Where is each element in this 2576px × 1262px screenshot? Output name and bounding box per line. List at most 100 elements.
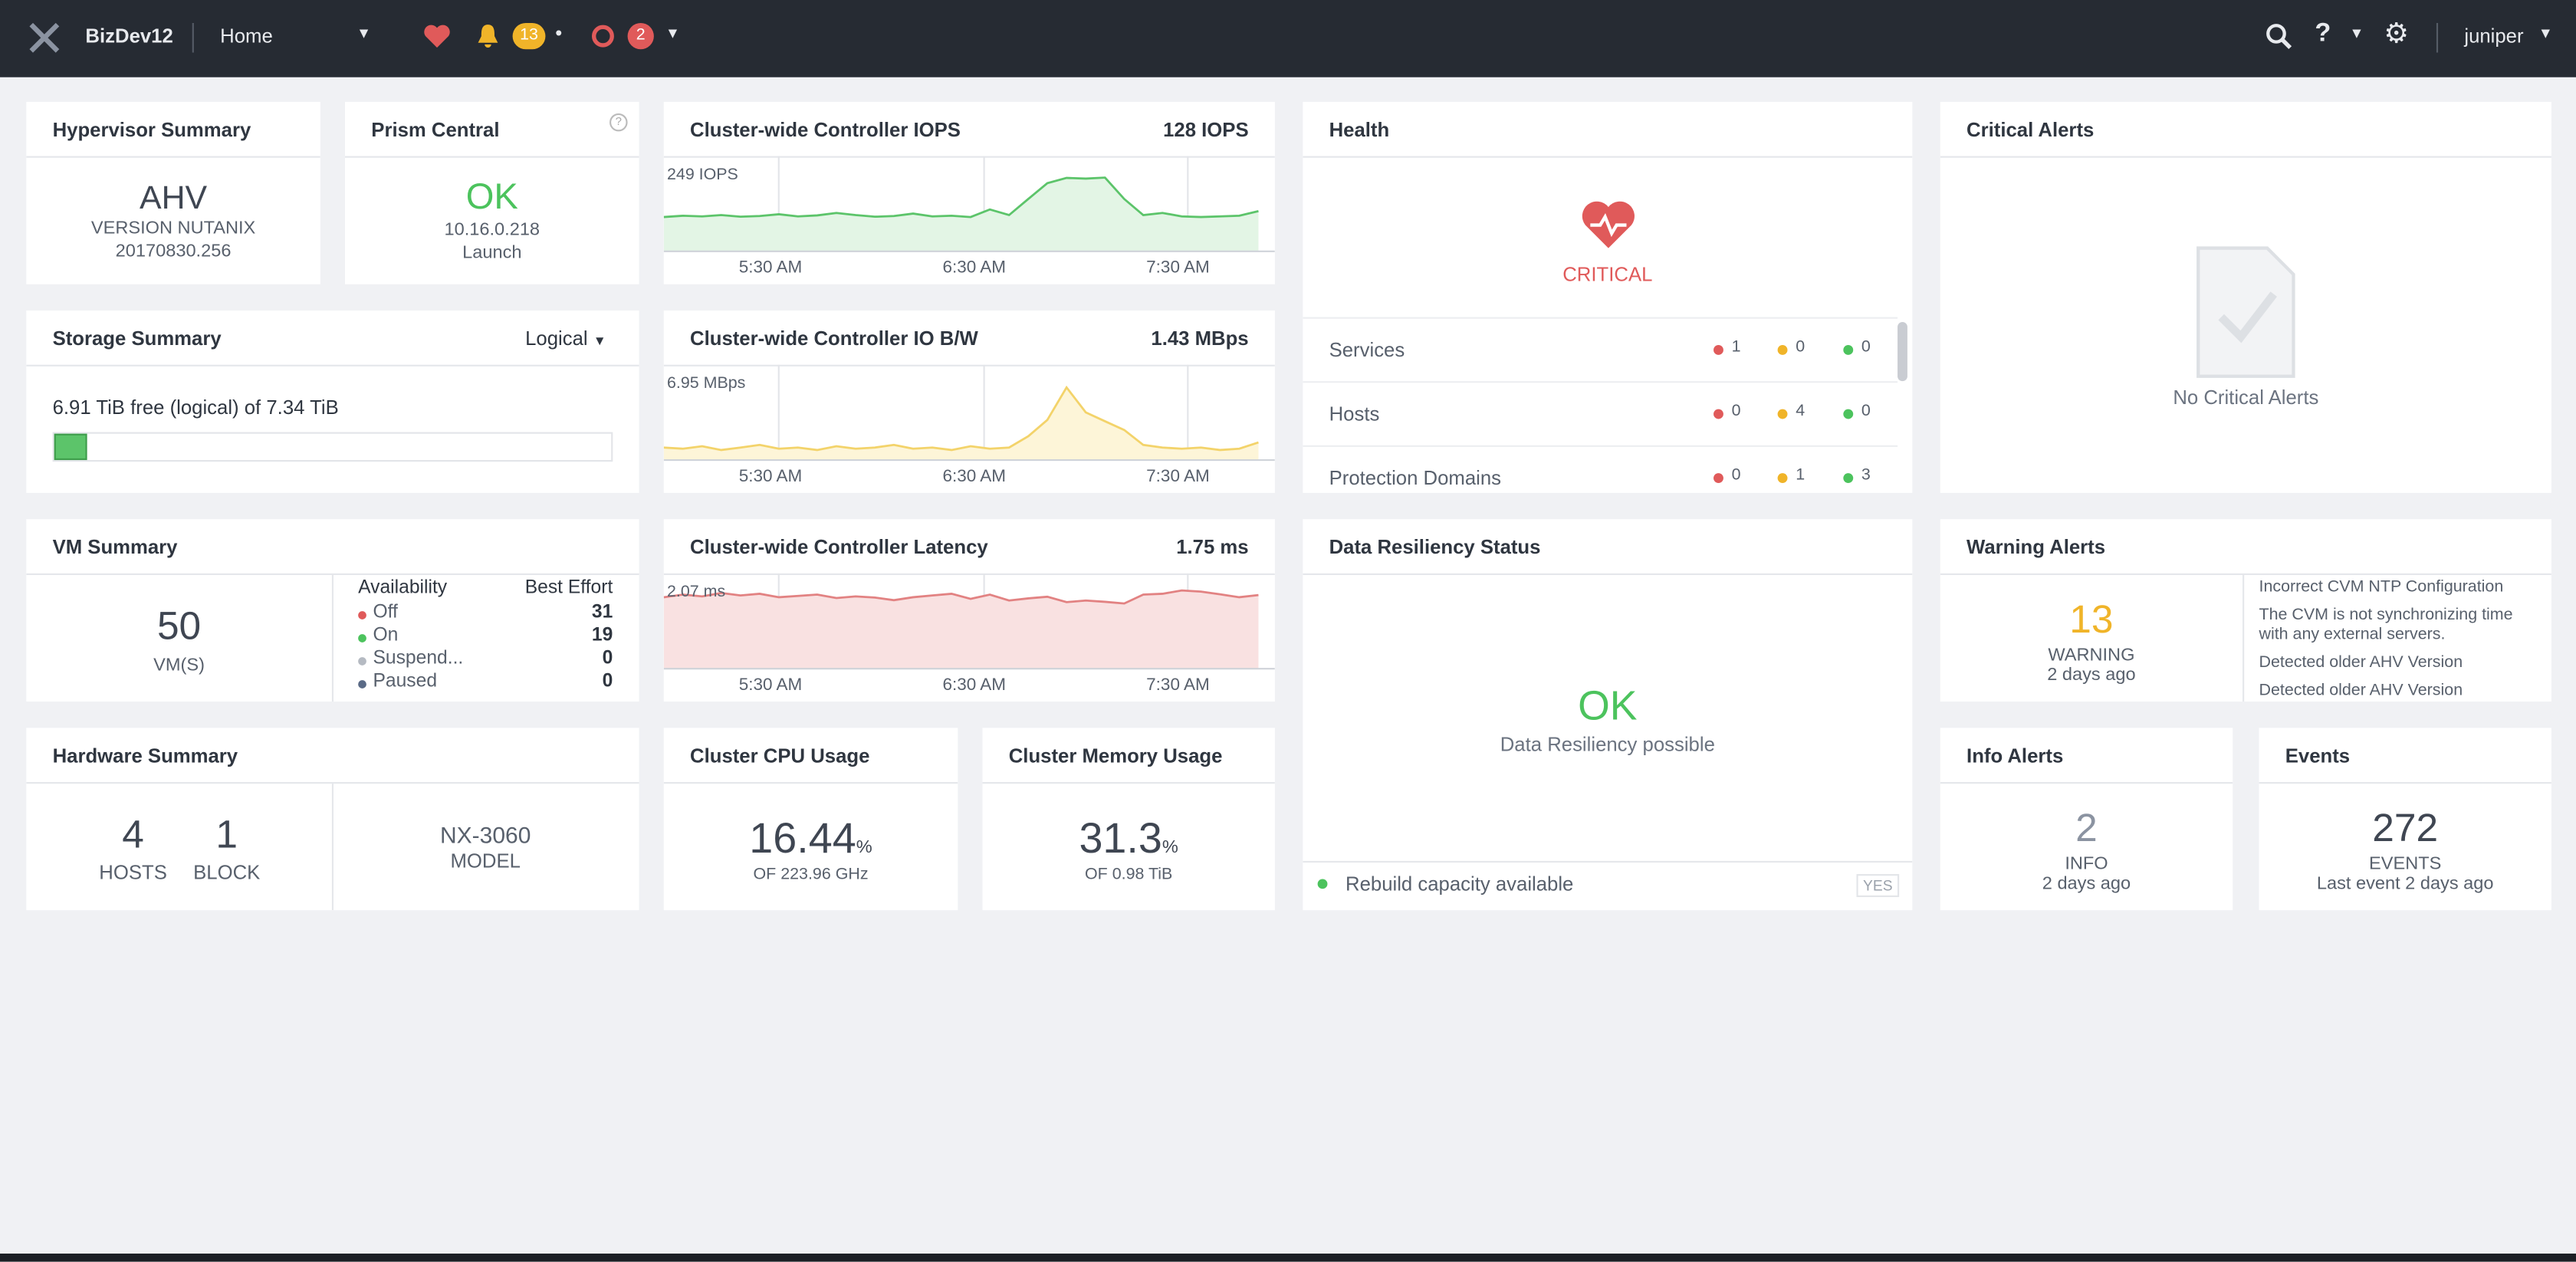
time-label: 7:30 AM [1146, 258, 1210, 277]
line [663, 385, 1259, 452]
info-label: INFO [2065, 854, 2108, 875]
vm-widget[interactable]: VM Summary 50 VM(S) Availability Best Ef… [26, 519, 639, 702]
widget-title: Hardware Summary [52, 744, 238, 767]
status-count: 0 [1731, 466, 1741, 485]
task-icon[interactable] [590, 23, 616, 49]
widget-title: Hypervisor Summary [52, 118, 251, 142]
events-widget[interactable]: Events 272 EVENTS Last event 2 days ago [2259, 728, 2551, 911]
info-alerts-widget[interactable]: Info Alerts 2 INFO 2 days ago [1940, 728, 2233, 911]
widget-header: Cluster-wide Controller IO B/W 1.43 MBps [663, 311, 1275, 366]
cpu-value: 16.44 [749, 813, 856, 863]
search-icon[interactable] [2266, 23, 2292, 50]
health-widget[interactable]: Health CRITICAL Services 1 0 0 Hosts 0 4 0 Prote… [1303, 101, 1913, 493]
cpu-total: OF 223.96 GHz [753, 866, 869, 884]
sparkline: 249 IOPS 5:30 AM 6:30 AM 7:30 AM [663, 156, 1275, 277]
widget-title: Critical Alerts [1967, 118, 2095, 142]
widget-header: Storage Summary Logical ▼ [26, 311, 639, 366]
widget-header: Hardware Summary [26, 728, 639, 784]
caret[interactable]: ▼ [665, 25, 680, 41]
help-icon[interactable]: ? [2315, 19, 2331, 48]
empty-icon [2196, 246, 2295, 378]
hypervisor-widget[interactable]: Hypervisor Summary AHV VERSION NUTANIX 2… [26, 101, 320, 284]
time-label: 7:30 AM [1146, 466, 1210, 485]
alert-item: Detected older AHV Version [2259, 653, 2463, 672]
storage-widget[interactable]: Storage Summary Logical ▼ 6.91 TiB free … [26, 311, 639, 493]
alerts-badge[interactable]: 13 [512, 23, 546, 50]
events-time: Last event 2 days ago [2316, 874, 2494, 894]
vm-row: Paused 0 [358, 672, 613, 695]
resiliency-widget[interactable]: Data Resiliency Status OK Data Resilienc… [1303, 519, 1913, 911]
block-count: 1 [215, 813, 238, 858]
widget-title: Cluster-wide Controller IO B/W [690, 327, 978, 350]
scrollbar[interactable] [1898, 322, 1907, 382]
separator [2436, 23, 2439, 53]
cpu-widget[interactable]: Cluster CPU Usage 16.44% OF 223.96 GHz [663, 728, 958, 911]
separator [192, 23, 194, 53]
info-count: 2 [2075, 807, 2098, 852]
hosts-count: 4 [122, 813, 144, 858]
unit: TiB [310, 396, 339, 419]
unit: % [1162, 837, 1178, 858]
widget-title: Prism Central [371, 118, 500, 142]
resiliency-status: OK [1578, 683, 1638, 730]
time-label: 5:30 AM [739, 675, 803, 694]
critical-alerts-widget[interactable]: Critical Alerts No Critical Alerts [1940, 101, 2551, 493]
prism-widget[interactable]: Prism Central ? OK 10.16.0.218 Launch [345, 101, 639, 284]
hypervisor-name: AHV [140, 180, 208, 217]
iops-widget[interactable]: Cluster-wide Controller IOPS 128 IOPS 249… [663, 101, 1275, 284]
nav-menu[interactable]: Home [220, 25, 273, 48]
memory-widget[interactable]: Cluster Memory Usage 31.3% OF 0.98 TiB [982, 728, 1275, 911]
divider [331, 784, 334, 911]
errors-badge[interactable]: 2 [627, 23, 654, 50]
events-count: 272 [2372, 807, 2439, 852]
vm-count: 0 [602, 649, 613, 669]
vm-count: 19 [591, 626, 613, 646]
health-row: Services 1 0 0 [1303, 317, 1898, 382]
max-label: 249 IOPS [667, 165, 738, 183]
logo[interactable] [28, 21, 61, 54]
area [663, 387, 1259, 461]
top-bar: BizDev12 Home ▼ 13 • 2 ▼ ? ▼ ⚙ juniper ▼ [0, 0, 2576, 77]
status-count: 3 [1861, 466, 1871, 485]
widget-header: Prism Central ? [345, 102, 639, 158]
widget-header: Hypervisor Summary [26, 102, 320, 158]
widget-header: Health [1303, 102, 1913, 158]
storage-text: 6.91 TiB free (logical) of 7.34 TiB [53, 396, 339, 419]
settings-icon[interactable]: ⚙ [2384, 18, 2410, 50]
prism-status: OK [465, 176, 518, 217]
caret[interactable]: ▼ [2538, 25, 2553, 41]
warning-time: 2 days ago [2047, 665, 2136, 685]
widget-title: Cluster CPU Usage [690, 744, 870, 767]
memory-value-row: 31.3% [982, 813, 1274, 864]
hosts-label: HOSTS [99, 860, 167, 884]
cluster-name[interactable]: BizDev12 [85, 25, 173, 48]
mode-dropdown[interactable]: Logical ▼ [525, 327, 606, 350]
mode-label: Logical [525, 327, 588, 350]
widget-title: Cluster-wide Controller Latency [690, 535, 988, 559]
widget-header: Info Alerts [1940, 728, 2233, 784]
widget-title: Info Alerts [1967, 744, 2064, 767]
prism-launch[interactable]: Launch [462, 243, 522, 263]
unit: % [856, 837, 872, 858]
widget-title: Events [2285, 744, 2351, 767]
caret[interactable]: ▼ [356, 25, 372, 41]
alert-item: The CVM is not synchronizing time with a… [2259, 606, 2513, 645]
health-icon[interactable] [422, 23, 452, 49]
alert-list: Incorrect CVM NTP Configuration The CVM i… [2259, 578, 2538, 702]
warning-alerts-widget[interactable]: Warning Alerts 13 WARNING 2 days ago Inc… [1940, 519, 2551, 702]
max-label: 2.07 ms [667, 582, 725, 600]
dot: • [555, 21, 563, 44]
row-label: Hosts [1329, 403, 1380, 426]
widget-title: Data Resiliency Status [1329, 535, 1541, 559]
warning-label: WARNING [2048, 646, 2135, 666]
status-dot [1843, 345, 1854, 355]
latency-widget[interactable]: Cluster-wide Controller Latency 1.75 ms 2… [663, 519, 1275, 702]
user-menu[interactable]: juniper [2464, 25, 2524, 48]
bell-icon[interactable] [476, 23, 499, 49]
caret[interactable]: ▼ [2349, 25, 2364, 41]
bandwidth-widget[interactable]: Cluster-wide Controller IO B/W 1.43 MBps … [663, 311, 1275, 493]
hardware-widget[interactable]: Hardware Summary 4 HOSTS 1 BLOCK NX-3060… [26, 728, 639, 911]
status-dot [1777, 345, 1788, 355]
help-icon[interactable]: ? [610, 113, 628, 132]
